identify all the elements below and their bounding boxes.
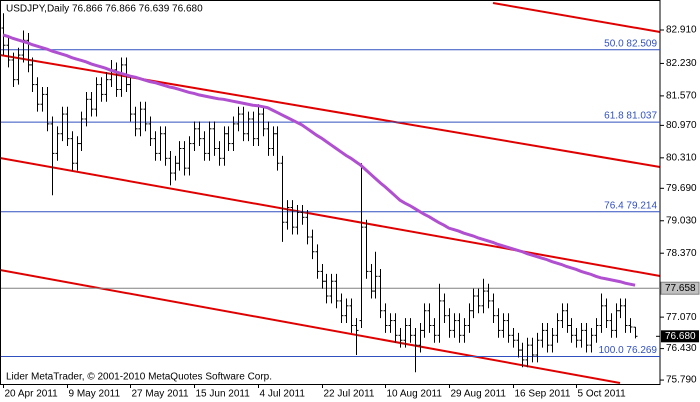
x-tick-label: 15 Jun 2011 (196, 389, 251, 400)
channel-line (0, 157, 661, 277)
fib-label: 61.8 81.037 (604, 111, 657, 122)
y-tick-label: 82.230 (666, 58, 697, 69)
channel-line (0, 54, 661, 168)
price-label: 77.658 (665, 283, 696, 294)
footer: Lider MetaTrader, © 2001-2010 MetaQuotes… (6, 372, 272, 383)
y-tick-label: 81.570 (666, 91, 697, 102)
fib-label: 100.0 76.269 (599, 345, 658, 356)
x-tick-label: 16 Sep 2011 (515, 389, 571, 400)
last-price-box (661, 330, 699, 343)
y-tick-label: 77.070 (666, 312, 697, 323)
y-tick-label: 79.690 (666, 183, 697, 194)
x-tick-label: 10 Aug 2011 (387, 389, 443, 400)
channel-line (492, 2, 661, 33)
chart-title: USDJPY,Daily 76.866 76.866 76.639 76.680 (6, 4, 203, 15)
x-tick-label: 5 Oct 2011 (578, 389, 627, 400)
y-tick-label: 78.370 (666, 248, 697, 259)
y-tick-label: 79.030 (666, 215, 697, 226)
y-tick-label: 76.430 (666, 343, 697, 354)
x-tick-label: 29 Aug 2011 (451, 389, 507, 400)
fib-label: 76.4 79.214 (604, 200, 657, 211)
y-tick-label: 82.910 (666, 25, 697, 36)
x-tick-label: 22 Jul 2011 (324, 389, 375, 400)
last-price-label: 76.680 (665, 331, 696, 342)
y-tick-label: 75.790 (666, 375, 697, 386)
channel-line (0, 269, 621, 384)
channel-lines (0, 2, 661, 384)
x-tick-label: 4 Jul 2011 (260, 389, 306, 400)
bars (1, 13, 638, 373)
plot-frame (0, 0, 661, 385)
x-tick-label: 9 May 2011 (69, 389, 121, 400)
fib-label: 50.0 82.509 (604, 38, 657, 49)
y-tick-label: 80.970 (666, 120, 697, 131)
moving-average (2, 33, 636, 287)
price-box (660, 281, 700, 295)
x-tick-label: 20 Apr 2011 (5, 389, 59, 400)
y-tick-label: 80.310 (666, 152, 697, 163)
x-tick-label: 27 May 2011 (132, 389, 190, 400)
